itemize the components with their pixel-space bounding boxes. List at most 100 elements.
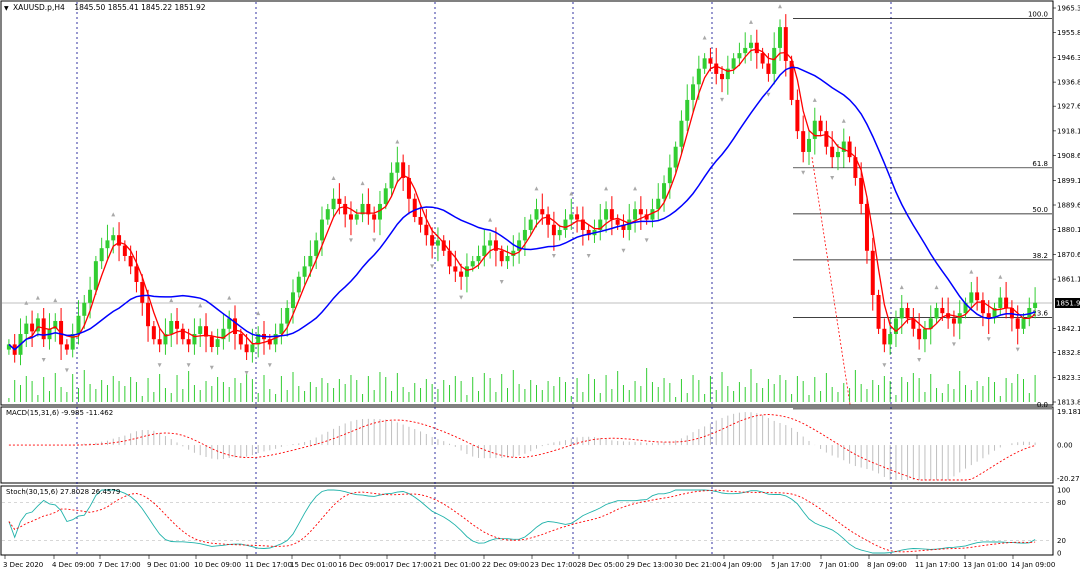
candle-body [598, 219, 603, 230]
candle-body [366, 203, 371, 215]
fractal-down [917, 357, 922, 362]
time-tick-label: 13 Jan 01:00 [963, 561, 1007, 569]
macd-axis-label: -20.272 [1057, 475, 1080, 483]
fractal-down [551, 253, 556, 258]
candle-body [406, 177, 411, 199]
candle-body [888, 333, 893, 345]
current-price-tag [1055, 297, 1080, 308]
candle-body [998, 297, 1003, 308]
price-tick-label: 1823.35 [1057, 374, 1080, 382]
candle-body [743, 47, 748, 54]
candle-body [569, 214, 574, 220]
fractal-up [749, 19, 754, 24]
macd-axis-label: 0.00 [1057, 442, 1073, 450]
candle-body [401, 162, 406, 178]
collapse-arrow-icon[interactable]: ▼ [4, 5, 9, 12]
candle-body [88, 289, 93, 303]
candle-body [82, 302, 87, 316]
candle-body [105, 240, 110, 249]
time-tick-label: 11 Dec 17:00 [245, 561, 292, 569]
candle-body [35, 318, 40, 332]
candle-body [267, 339, 272, 345]
symbol-label: XAUUSD.p,H4 [13, 3, 65, 12]
candle-body [899, 307, 904, 319]
candle-body [934, 307, 939, 319]
vertical-grid [76, 2, 892, 555]
fractal-up [841, 118, 846, 123]
candle-body [209, 336, 214, 347]
fractal-down [41, 357, 46, 362]
candle-body [70, 333, 75, 350]
candle-body [940, 307, 945, 314]
candle-body [696, 68, 701, 85]
candle-body [221, 328, 226, 340]
candle-body [812, 120, 817, 139]
moving-averages [8, 48, 1036, 351]
candle-body [447, 250, 452, 267]
stoch-label: Stoch(30,15,6) 27.8028 26.4579 [6, 488, 121, 496]
fractal-up [331, 175, 336, 180]
candle-body [430, 235, 435, 246]
fractal-down [830, 175, 835, 180]
candle-body [476, 255, 481, 262]
candle-body [180, 328, 185, 340]
candle-body [325, 209, 330, 220]
candle-body [343, 203, 348, 215]
candle-body [575, 214, 580, 220]
candle-body [818, 120, 823, 132]
macd-panel-frame [0, 406, 1054, 484]
fractal-down [186, 363, 191, 368]
candle-body [499, 250, 504, 262]
fractal-down [801, 170, 806, 175]
fractal-down [430, 264, 435, 269]
candle-body [922, 328, 927, 340]
candle-body [134, 266, 139, 282]
candle-body [540, 209, 545, 215]
candle-body [111, 235, 116, 241]
candle-body [192, 333, 197, 345]
fibonacci-retracement[interactable]: 100.0 61.8 50.0 38.2 23.6 0.0 [2, 11, 1052, 410]
fractal-up [169, 298, 174, 303]
fractal-up [256, 311, 261, 316]
fractal-down [621, 248, 626, 253]
candle-body [53, 320, 58, 329]
candle-body [580, 219, 585, 230]
fractal-down [499, 279, 504, 284]
candle-body [186, 339, 191, 345]
candle-body [870, 250, 875, 295]
stoch-axis-label: 20 [1057, 537, 1066, 545]
candle-body [830, 146, 835, 158]
time-tick-label: 4 Dec 09:00 [52, 561, 95, 569]
candle-body [905, 307, 910, 319]
candle-body [725, 68, 730, 80]
fib-label-4: 23.6 [1032, 309, 1048, 317]
candle-body [969, 292, 974, 303]
candle-body [806, 138, 811, 152]
fractal-down [64, 368, 69, 373]
candle-body [656, 198, 661, 210]
candle-body [140, 281, 145, 303]
time-tick-label: 21 Dec 01:00 [433, 561, 480, 569]
candle-body [975, 292, 980, 301]
fib-label-0: 100.0 [1028, 11, 1048, 19]
candle-body [348, 214, 353, 220]
price-tick-label: 1889.60 [1057, 202, 1080, 210]
candle-body [1033, 302, 1038, 308]
candle-body [250, 344, 255, 353]
candlesticks[interactable] [6, 14, 1038, 366]
price-tick-label: 1861.10 [1057, 276, 1080, 284]
candle-body [354, 214, 359, 220]
candle-body [714, 63, 719, 74]
candle-body [302, 266, 307, 277]
candle-body [233, 318, 238, 334]
time-tick-label: 5 Jan 17:00 [771, 561, 811, 569]
candle-body [285, 307, 290, 324]
candle-body [633, 209, 638, 220]
candle-body [917, 328, 922, 340]
candle-body [627, 219, 632, 230]
time-tick-label: 3 Dec 2020 [3, 561, 43, 569]
candle-body [662, 183, 667, 199]
candle-body [963, 302, 968, 314]
candle-body [563, 219, 568, 230]
